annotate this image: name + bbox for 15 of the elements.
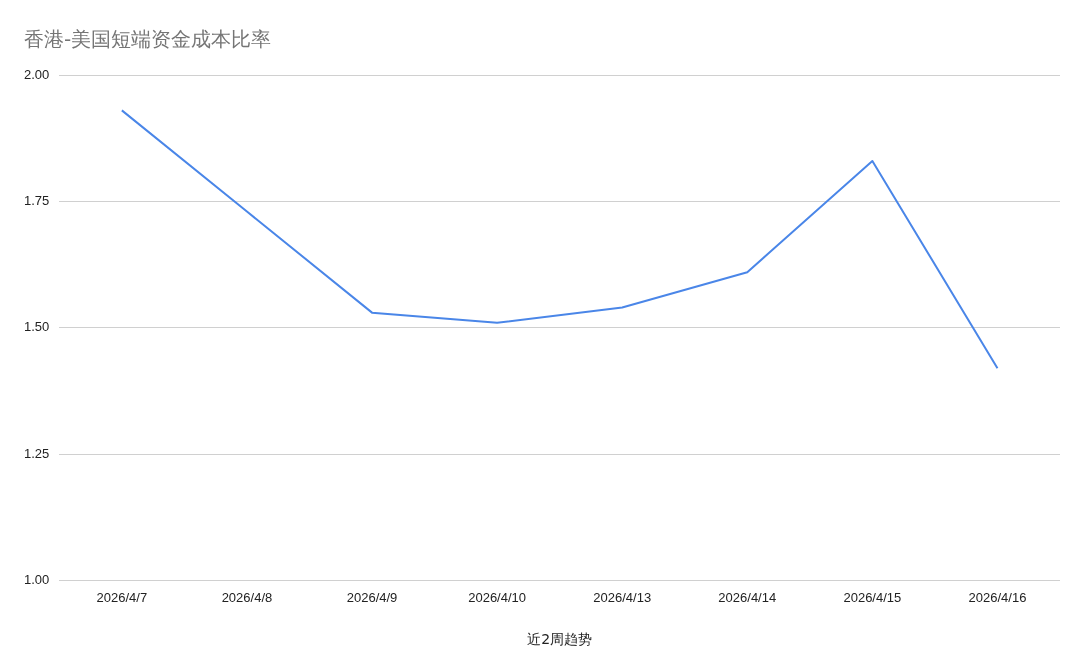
x-tick-label: 2026/4/8	[221, 589, 273, 605]
x-tick-label: 2026/4/10	[468, 589, 527, 605]
y-tick-label: 1.00	[23, 572, 50, 588]
x-axis-title: 近2周趋势	[527, 631, 593, 648]
x-tick-label: 2026/4/16	[968, 589, 1027, 605]
y-tick-label: 2.00	[23, 66, 50, 82]
chart-title: 香港-美国短端资金成本比率	[24, 26, 272, 53]
y-tick-label: 1.25	[23, 445, 50, 461]
x-tick-label: 2026/4/14	[718, 589, 777, 605]
y-tick-label: 1.75	[23, 192, 50, 208]
y-tick-label: 1.50	[23, 319, 50, 335]
x-tick-label: 2026/4/13	[593, 589, 652, 605]
x-tick-label: 2026/4/9	[346, 589, 398, 605]
x-tick-label: 2026/4/7	[96, 589, 148, 605]
x-tick-label: 2026/4/15	[843, 589, 902, 605]
